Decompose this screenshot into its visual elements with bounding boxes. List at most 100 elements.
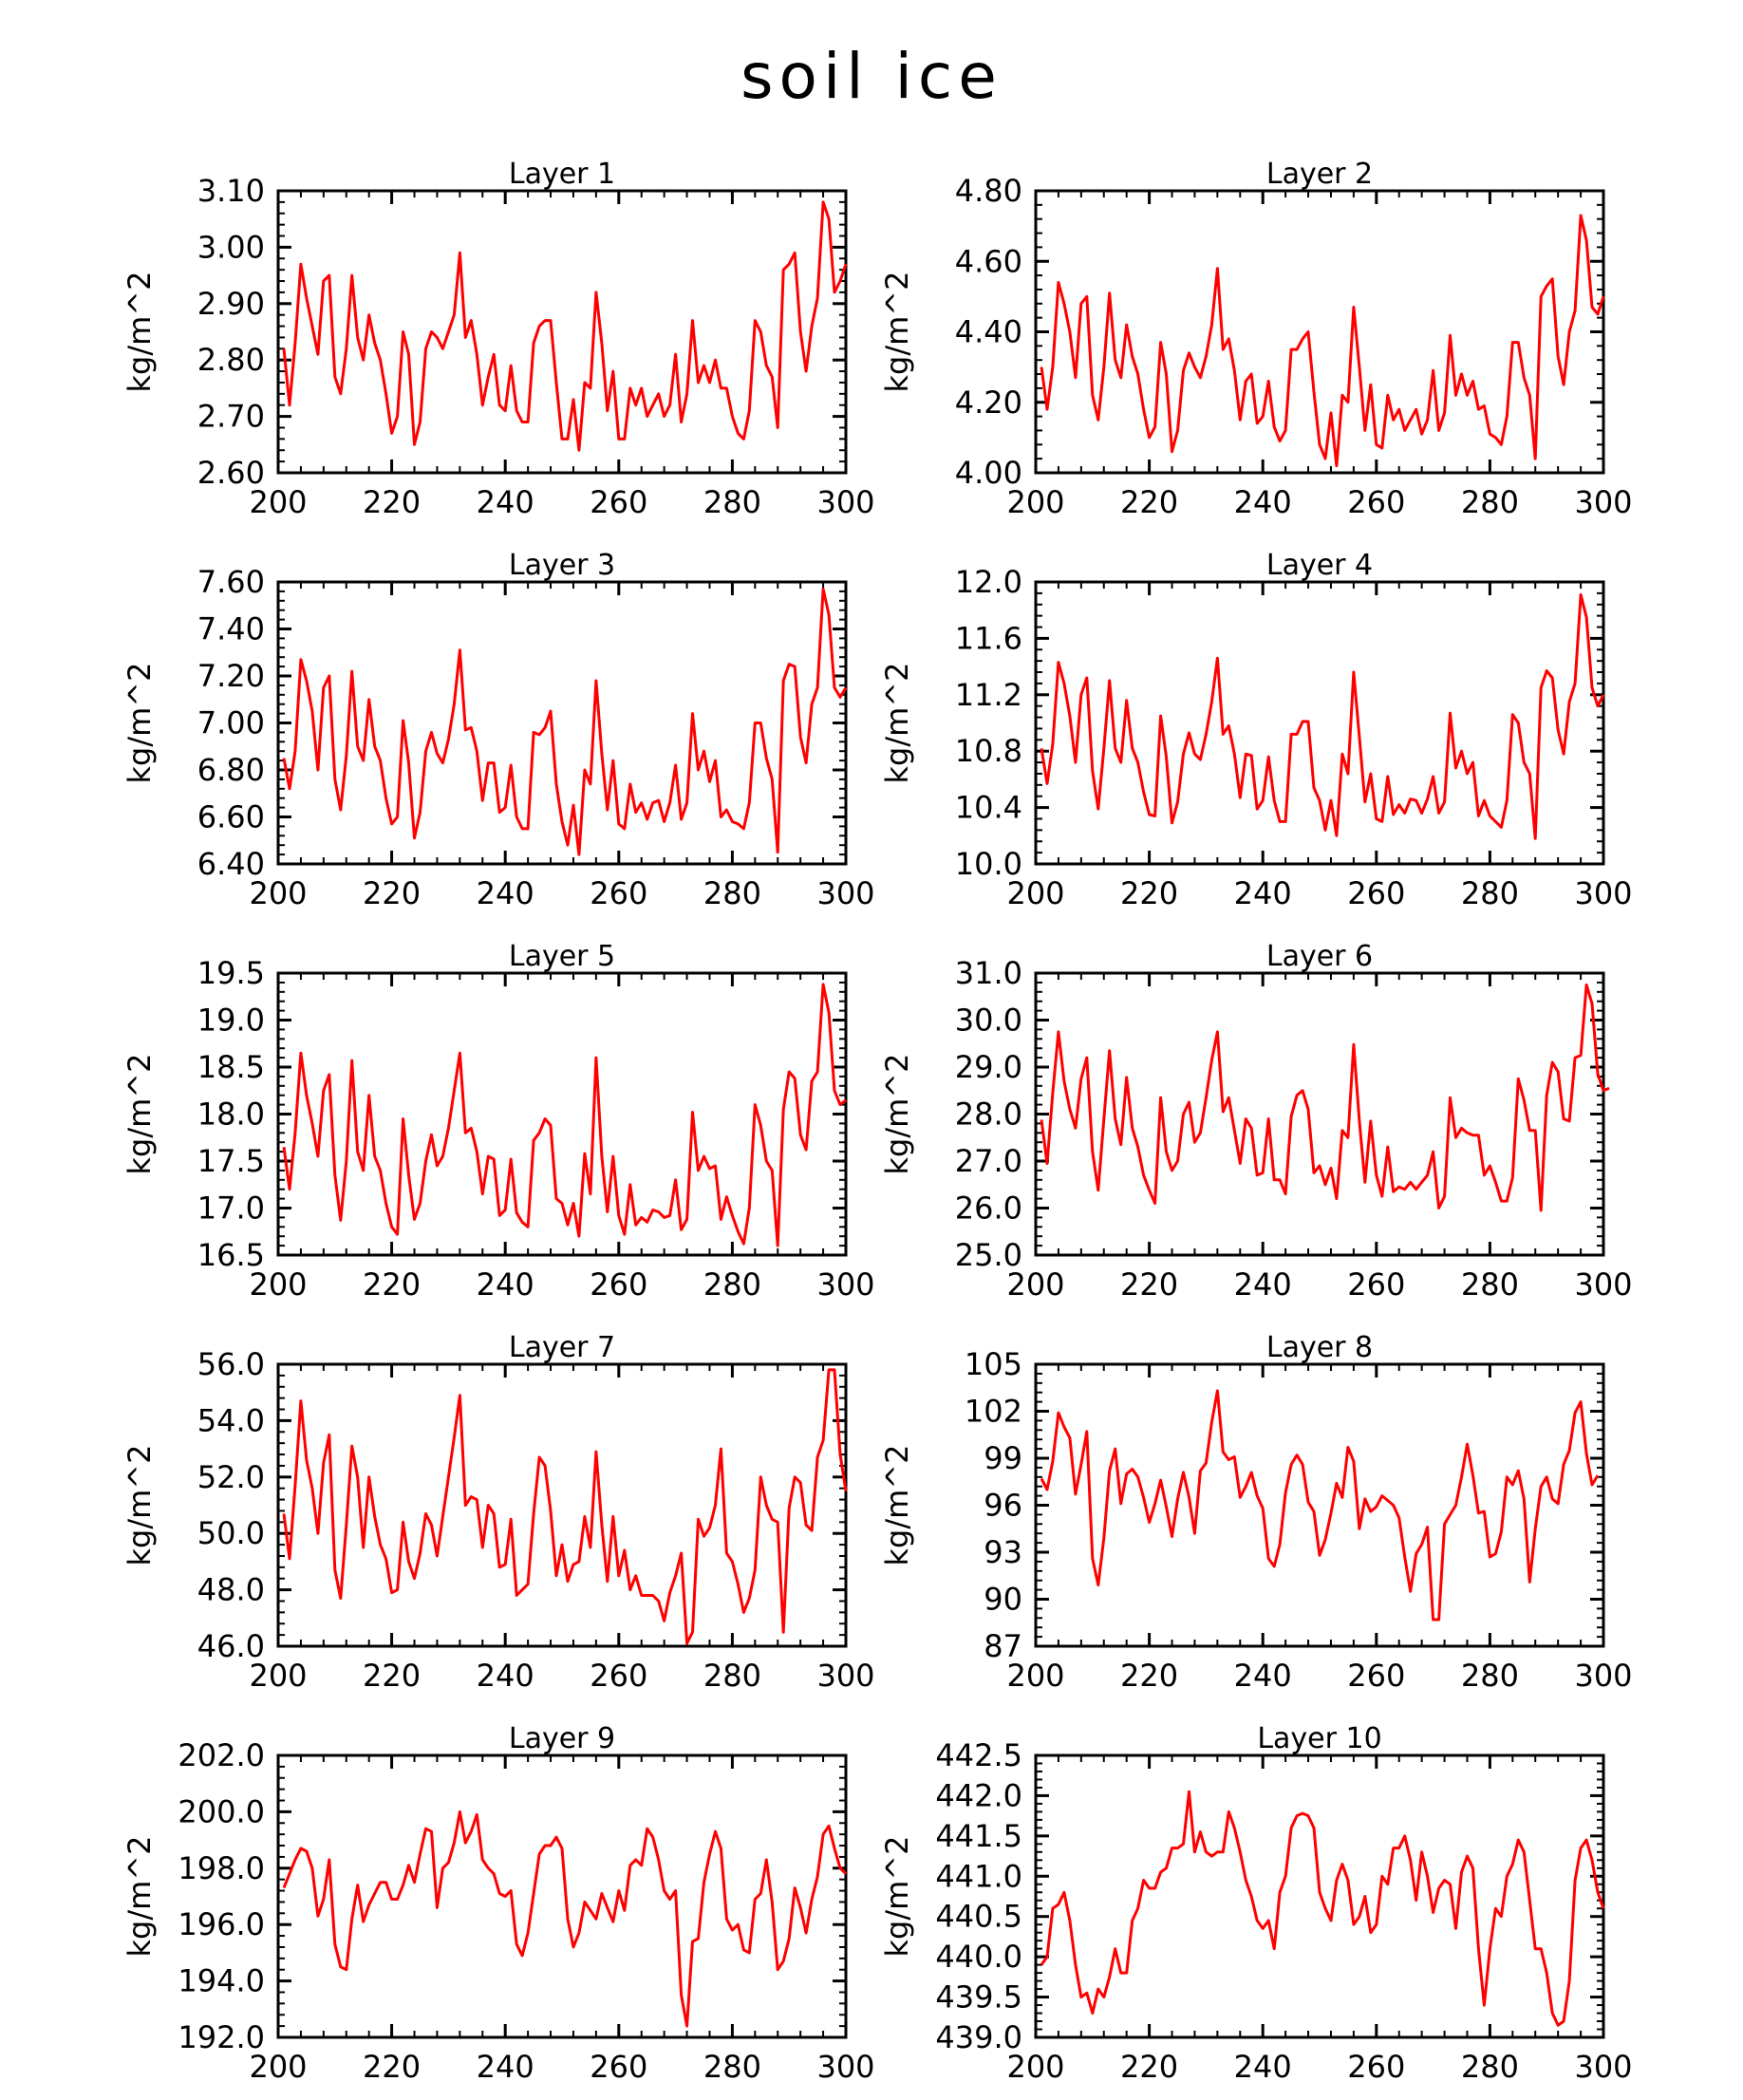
y-axis-label: kg/m^2 xyxy=(122,272,158,393)
x-tick-label: 240 xyxy=(1234,1266,1292,1303)
y-axis-label: kg/m^2 xyxy=(879,1054,915,1175)
x-tick-label: 260 xyxy=(1347,484,1405,520)
y-tick-label: 11.2 xyxy=(955,677,1022,713)
y-tick-label: 52.0 xyxy=(197,1459,265,1495)
y-tick-label: 96 xyxy=(984,1488,1022,1524)
x-tick-label: 280 xyxy=(703,875,761,911)
y-tick-label: 16.5 xyxy=(197,1237,265,1273)
y-tick-label: 440.0 xyxy=(935,1939,1022,1975)
x-tick-label: 220 xyxy=(1120,1266,1178,1303)
y-tick-label: 3.10 xyxy=(197,173,265,209)
x-tick-label: 260 xyxy=(1347,1658,1405,1694)
panel-title: Layer 6 xyxy=(1266,940,1373,973)
y-tick-label: 93 xyxy=(984,1534,1022,1570)
panel-title: Layer 9 xyxy=(509,1722,615,1755)
y-tick-label: 18.0 xyxy=(197,1097,265,1133)
plot-frame xyxy=(1034,189,1605,475)
plot-frame xyxy=(276,971,848,1257)
x-tick-label: 240 xyxy=(1234,875,1292,911)
y-axis-label: kg/m^2 xyxy=(879,272,915,393)
x-tick-label: 240 xyxy=(1234,484,1292,520)
y-tick-label: 7.40 xyxy=(197,611,265,647)
chart-panel-layer-5: Layer 5 kg/m^2 200 220 240 260 280 300 16.5 17.0 1… xyxy=(122,940,875,1303)
x-tick-label: 200 xyxy=(1006,484,1064,520)
y-axis-label: kg/m^2 xyxy=(122,1054,158,1175)
y-tick-label: 46.0 xyxy=(197,1628,265,1664)
y-axis-label: kg/m^2 xyxy=(879,1445,915,1566)
y-tick-label: 10.4 xyxy=(955,790,1022,826)
y-tick-label: 196.0 xyxy=(178,1906,265,1942)
x-tick-label: 200 xyxy=(249,875,307,911)
chart-panel-layer-8: Layer 8 kg/m^2 200 220 240 260 280 300 87 90 93 96 9… xyxy=(879,1331,1633,1694)
y-tick-label: 4.60 xyxy=(955,243,1022,279)
x-tick-label: 280 xyxy=(1461,2049,1519,2085)
x-tick-label: 260 xyxy=(1347,875,1405,911)
x-tick-label: 300 xyxy=(816,484,874,520)
y-tick-label: 99 xyxy=(984,1440,1022,1476)
series-line xyxy=(282,1809,848,2028)
x-tick-label: 200 xyxy=(249,1658,307,1694)
y-tick-label: 198.0 xyxy=(178,1850,265,1886)
y-tick-label: 54.0 xyxy=(197,1402,265,1438)
x-tick-label: 280 xyxy=(703,1658,761,1694)
y-tick-label: 441.5 xyxy=(935,1818,1022,1854)
y-tick-label: 27.0 xyxy=(955,1143,1022,1179)
panel-title: Layer 2 xyxy=(1266,158,1373,191)
x-tick-label: 300 xyxy=(1574,1266,1632,1303)
y-tick-label: 6.80 xyxy=(197,752,265,788)
y-tick-label: 2.70 xyxy=(197,399,265,435)
y-tick-label: 4.00 xyxy=(955,455,1022,491)
chart-panel-layer-4: Layer 4 kg/m^2 200 220 240 260 280 300 10.0 10.4 1… xyxy=(879,549,1633,911)
y-tick-label: 200.0 xyxy=(178,1793,265,1829)
y-tick-label: 10.0 xyxy=(955,846,1022,882)
x-tick-label: 260 xyxy=(590,1658,647,1694)
x-tick-label: 280 xyxy=(1461,875,1519,911)
x-tick-label: 200 xyxy=(1006,875,1064,911)
y-tick-label: 25.0 xyxy=(955,1237,1022,1273)
x-tick-label: 200 xyxy=(249,1266,307,1303)
y-tick-label: 105 xyxy=(965,1346,1022,1382)
y-tick-label: 202.0 xyxy=(178,1737,265,1773)
y-tick-label: 50.0 xyxy=(197,1515,265,1551)
y-tick-label: 19.0 xyxy=(197,1003,265,1039)
y-tick-label: 26.0 xyxy=(955,1191,1022,1227)
x-tick-label: 220 xyxy=(363,1266,421,1303)
y-tick-label: 194.0 xyxy=(178,1963,265,1999)
y-tick-label: 19.5 xyxy=(197,955,265,991)
panel-title: Layer 1 xyxy=(509,158,615,191)
series-line xyxy=(282,587,848,856)
y-axis-label: kg/m^2 xyxy=(879,663,915,784)
x-tick-label: 260 xyxy=(1347,2049,1405,2085)
plot-frame xyxy=(276,189,848,475)
y-axis-label: kg/m^2 xyxy=(122,1836,158,1958)
y-axis-label: kg/m^2 xyxy=(122,1445,158,1566)
x-tick-label: 240 xyxy=(477,1266,534,1303)
chart-panel-layer-6: Layer 6 kg/m^2 200 220 240 260 280 300 25.0 26.0 2… xyxy=(879,940,1633,1303)
y-tick-label: 2.60 xyxy=(197,455,265,491)
x-tick-label: 260 xyxy=(590,484,647,520)
plot-frame xyxy=(1034,580,1605,866)
plot-frame xyxy=(1034,1753,1605,2039)
x-tick-label: 280 xyxy=(703,1266,761,1303)
x-tick-label: 240 xyxy=(477,484,534,520)
y-tick-label: 7.00 xyxy=(197,705,265,741)
x-tick-label: 200 xyxy=(1006,2049,1064,2085)
x-tick-label: 280 xyxy=(703,484,761,520)
y-tick-label: 12.0 xyxy=(955,564,1022,600)
panel-title: Layer 5 xyxy=(509,940,615,973)
x-tick-label: 300 xyxy=(1574,875,1632,911)
x-tick-label: 300 xyxy=(816,1658,874,1694)
y-tick-label: 29.0 xyxy=(955,1049,1022,1085)
series-line xyxy=(282,1368,848,1645)
x-tick-label: 200 xyxy=(1006,1266,1064,1303)
series-line xyxy=(1040,1790,1605,2027)
x-tick-label: 220 xyxy=(1120,2049,1178,2085)
x-tick-label: 240 xyxy=(477,2049,534,2085)
plot-frame xyxy=(276,1753,848,2039)
y-tick-label: 442.0 xyxy=(935,1777,1022,1813)
series-line xyxy=(282,983,847,1247)
y-tick-label: 48.0 xyxy=(197,1572,265,1608)
chart-panel-layer-9: Layer 9 kg/m^2 200 220 240 260 280 300 192.0 194.… xyxy=(122,1722,875,2085)
panel-title: Layer 7 xyxy=(509,1331,615,1364)
